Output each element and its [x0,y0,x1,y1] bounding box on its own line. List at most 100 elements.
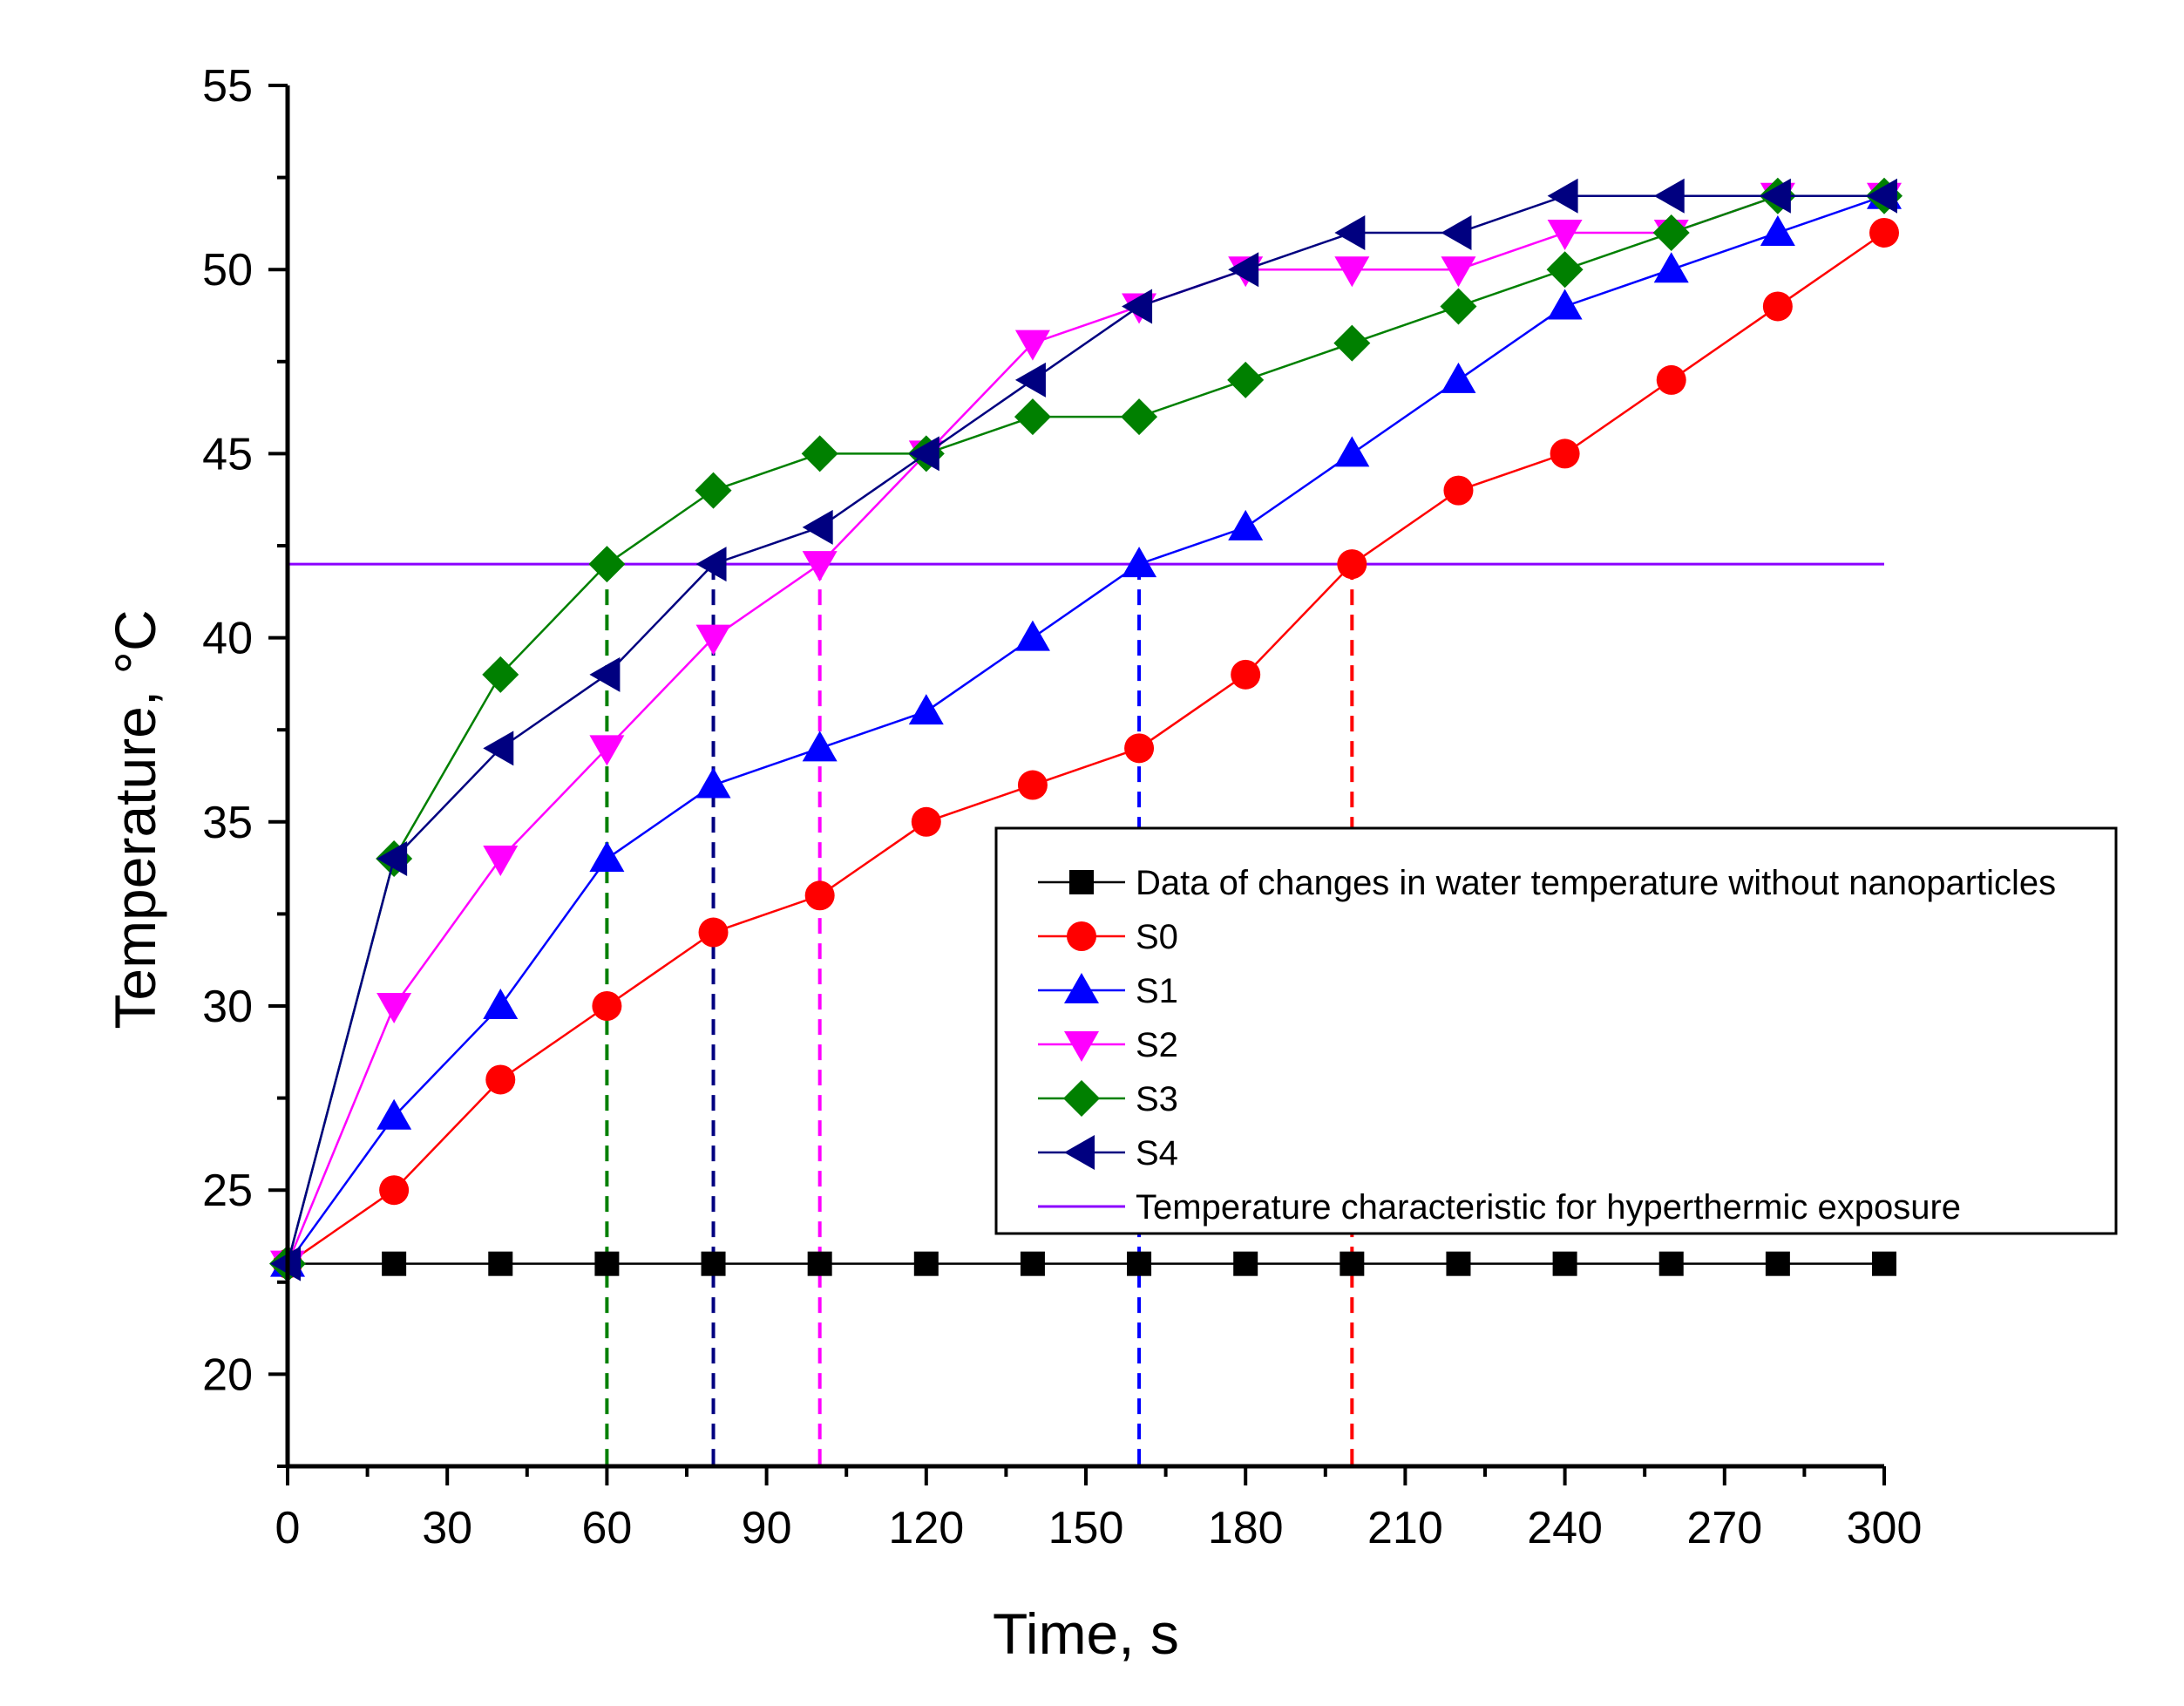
x-tick-label: 240 [1527,1503,1603,1553]
data-point [588,546,626,583]
y-tick-label: 35 [202,798,253,848]
legend-item: S2 [1038,1026,1178,1064]
legend-item: S1 [1038,972,1178,1010]
legend-marker [1063,1080,1100,1117]
x-tick-label: 270 [1686,1503,1762,1553]
legend-label: Temperature characteristic for hyperther… [1136,1188,1961,1227]
data-point [911,806,941,837]
y-tick-label: 30 [202,982,253,1032]
data-point [1017,770,1048,800]
data-point [1547,178,1578,214]
data-point [1020,1251,1045,1276]
x-tick-label: 90 [742,1503,792,1553]
legend-item: S4 [1038,1134,1178,1172]
data-point [698,917,729,948]
data-point [485,1064,516,1095]
series-line [287,231,1885,1265]
data-point [1547,289,1583,320]
data-point [1122,547,1157,578]
x-tick-label: 150 [1048,1503,1124,1553]
data-point [1869,217,1899,248]
x-ticks: 0 30 60 90 120 150 180 210 240 270 300 [275,1466,1923,1553]
data-point [1334,436,1370,467]
data-point [1762,291,1793,322]
data-point [1867,178,1897,214]
legend-item: Temperature characteristic for hyperther… [1038,1188,1961,1227]
data-point [1765,1251,1790,1276]
data-point [802,551,838,582]
data-point [1550,438,1580,469]
data-point [1440,288,1477,325]
series-layer [269,177,1903,1282]
data-point [379,1175,410,1206]
data-point [1334,256,1370,288]
legend-marker [1064,973,1099,1003]
data-point [1014,362,1046,398]
y-tick-label: 45 [202,429,253,479]
y-tick-label: 55 [202,61,253,112]
x-tick-label: 300 [1847,1503,1923,1553]
y-ticks: 20 25 30 35 40 45 50 55 [202,61,288,1468]
data-point [1340,1251,1365,1276]
data-point [482,656,519,693]
data-point [592,991,622,1021]
legend-label: Data of changes in water temperature wit… [1136,864,2056,902]
data-point [1334,214,1366,250]
data-point [483,846,519,877]
x-tick-label: 60 [581,1503,632,1553]
data-point [1014,398,1051,436]
legend-label: S3 [1136,1080,1178,1118]
data-point [1446,1251,1471,1276]
x-axis-title: Time, s [993,1601,1179,1666]
data-point [1547,219,1583,250]
legend-label: S0 [1136,918,1178,956]
data-point [695,624,731,656]
data-point [1127,1251,1152,1276]
legend-label: S2 [1136,1026,1178,1064]
data-point [1121,398,1158,436]
data-point [1333,324,1371,362]
data-point [1228,509,1264,540]
data-point [1441,362,1476,393]
data-point [1653,252,1689,283]
x-tick-label: 30 [422,1503,472,1553]
data-point [483,731,514,766]
data-point [382,1251,407,1276]
data-point [807,1251,832,1276]
data-point [483,989,519,1019]
data-point [376,993,412,1023]
data-point [1872,1251,1896,1276]
x-tick-label: 180 [1208,1503,1284,1553]
data-point [1337,549,1367,580]
legend-item: Data of changes in water temperature wit… [1038,864,2056,902]
series-2 [270,178,1902,1277]
legend-item: S0 [1038,918,1178,956]
x-tick-label: 0 [275,1503,301,1553]
y-tick-label: 40 [202,614,253,664]
data-point [1233,1251,1258,1276]
legend-marker [1064,1135,1095,1170]
legend-item: S3 [1038,1080,1178,1118]
data-point [1658,1251,1684,1276]
y-tick-label: 25 [202,1166,253,1216]
data-point [1552,1251,1577,1276]
data-point [1124,733,1155,764]
axes: 0 30 60 90 120 150 180 210 240 270 300 20 25 30 35 40 4… [202,61,1922,1553]
legend: Data of changes in water temperature wit… [994,826,2118,1235]
data-point [589,735,625,766]
data-point [1656,364,1686,395]
data-point [1760,214,1795,246]
series-4 [269,177,1903,1282]
data-point [376,841,408,877]
data-point [804,880,835,911]
data-point [594,1251,620,1276]
data-point [695,767,731,799]
series-line [286,194,1885,1265]
legend-box [994,826,2118,1235]
data-point [695,547,727,582]
legend-label: S1 [1136,972,1178,1010]
plot-area [269,177,1903,1466]
series-0 [275,1251,1896,1276]
series-line [286,194,1884,1264]
